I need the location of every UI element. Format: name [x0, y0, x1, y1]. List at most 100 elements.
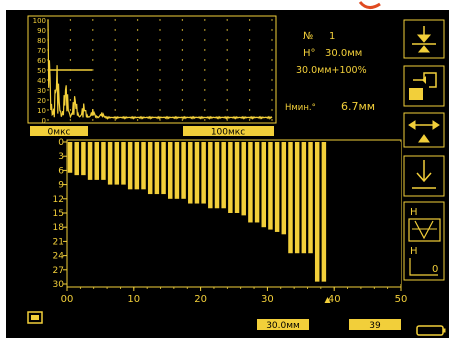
grid-dot: [136, 39, 139, 41]
thickness-map-y-axis: 0 3 6 9 12 15 18 21 24 27 30: [53, 138, 67, 290]
grid-dot: [204, 79, 206, 81]
ascan-y-tick-label: 70: [37, 47, 46, 55]
unscanned-area: [327, 142, 401, 284]
depth-tick-label: 0: [58, 138, 64, 148]
thickness-bar: [268, 142, 273, 230]
depth-tick-label: 9: [58, 181, 64, 191]
grid-dot: [114, 119, 116, 121]
grid-dot: [69, 99, 72, 101]
grid-dot: [159, 109, 161, 111]
grid-dot: [226, 89, 228, 91]
grid-dot: [248, 99, 251, 101]
grid-dot: [226, 109, 228, 111]
h-label: H°: [303, 48, 316, 59]
grid-dot: [181, 29, 184, 31]
thickness-h-icon: H H 0: [408, 207, 441, 276]
grid-dot: [204, 59, 206, 61]
width-icon: [408, 120, 440, 143]
grid-dot: [92, 119, 94, 121]
thickness-bar: [127, 142, 133, 190]
x-tick-label: 50: [395, 294, 408, 305]
grid-dot: [114, 79, 116, 81]
thickness-bar: [154, 142, 160, 195]
grid-dot: [271, 29, 273, 31]
depth-tick-label: 15: [53, 209, 64, 219]
x-tick-label: 10: [127, 294, 140, 305]
grid-dot: [271, 59, 273, 61]
thickness-bar: [274, 142, 280, 232]
ascan-y-tick-label: 100: [33, 17, 46, 25]
ascan-y-tick-label: 20: [37, 97, 46, 105]
grid-dot: [114, 109, 116, 111]
grid-dot: [159, 99, 161, 101]
grid-dot: [69, 79, 72, 81]
scan-position-marker[interactable]: [324, 297, 331, 303]
svg-text:0: 0: [432, 264, 438, 275]
grid-dot: [159, 89, 161, 91]
grid-dot: [136, 109, 139, 111]
grid-dot: [47, 119, 49, 121]
grid-dot: [226, 39, 228, 41]
thickness-bar: [147, 142, 153, 195]
grid-dot: [271, 79, 273, 81]
hmin-label: Hмин.°: [285, 103, 316, 113]
grid-dot: [136, 59, 139, 61]
thickness-bar: [254, 142, 260, 223]
ascan-y-tick-label: 30: [37, 87, 46, 95]
x-tick-label: 20: [194, 294, 207, 305]
depth-tick-label: 12: [53, 195, 64, 205]
grid-dot: [136, 49, 139, 51]
grid-dot: [226, 119, 228, 121]
range-start-box[interactable]: [30, 126, 88, 136]
grid-dot: [271, 69, 273, 71]
grid-dot: [248, 79, 251, 81]
thickness-bar: [208, 142, 213, 209]
memory-icon[interactable]: [27, 311, 43, 324]
grid-dot: [181, 89, 184, 91]
grid-dot: [136, 99, 139, 101]
side-toolbar: H H 0: [403, 19, 445, 281]
grid-dot: [181, 59, 184, 61]
depth-tick-label: 30: [53, 280, 65, 290]
thickness-map-panel: 0 3 6 9 12 15 18 21 24 27 30 00 10 20 30 40 50: [53, 138, 408, 305]
gate-down-icon: [412, 26, 436, 53]
grid-dot: [248, 59, 251, 61]
grid-dot: [159, 79, 161, 81]
ascan-y-tick-label: 0: [42, 117, 46, 125]
thickness-bar: [308, 142, 313, 254]
thickness-map-x-axis: 00 10 20 30 40 50: [61, 287, 408, 305]
range-start-label: 0мкс: [48, 128, 71, 138]
grid-dot: [92, 89, 94, 91]
grid-dot: [47, 109, 49, 111]
thickness-bar: [107, 142, 113, 185]
grid-dot: [226, 19, 228, 21]
thickness-bar: [94, 142, 99, 180]
grid-dot: [226, 59, 228, 61]
ascan-frame: [27, 15, 277, 124]
thickness-bar: [87, 142, 93, 180]
depth-tick-label: 21: [53, 237, 64, 247]
grid-dot: [204, 49, 206, 51]
grid-dot: [271, 49, 273, 51]
grid-dot: [159, 29, 161, 31]
grid-dot: [204, 99, 206, 101]
x-tick-label: 00: [61, 294, 74, 305]
thickness-bar: [288, 142, 293, 254]
number-value: 1: [329, 31, 335, 42]
grid-dot: [114, 89, 116, 91]
thickness-bar: [301, 142, 307, 254]
grid-dot: [248, 109, 251, 111]
ascan-grid: [47, 19, 273, 121]
range-end-box[interactable]: [183, 126, 274, 136]
grid-dot: [271, 19, 273, 21]
thickness-bar: [321, 142, 327, 282]
grid-dot: [92, 29, 94, 31]
ascan-y-tick-label: 10: [37, 107, 46, 115]
grid-dot: [159, 119, 161, 121]
grid-dot: [69, 19, 72, 21]
grid-dot: [136, 19, 139, 21]
thickness-bar: [221, 142, 226, 209]
grid-dot: [248, 39, 251, 41]
grid-dot: [136, 69, 139, 71]
grid-dot: [114, 69, 116, 71]
